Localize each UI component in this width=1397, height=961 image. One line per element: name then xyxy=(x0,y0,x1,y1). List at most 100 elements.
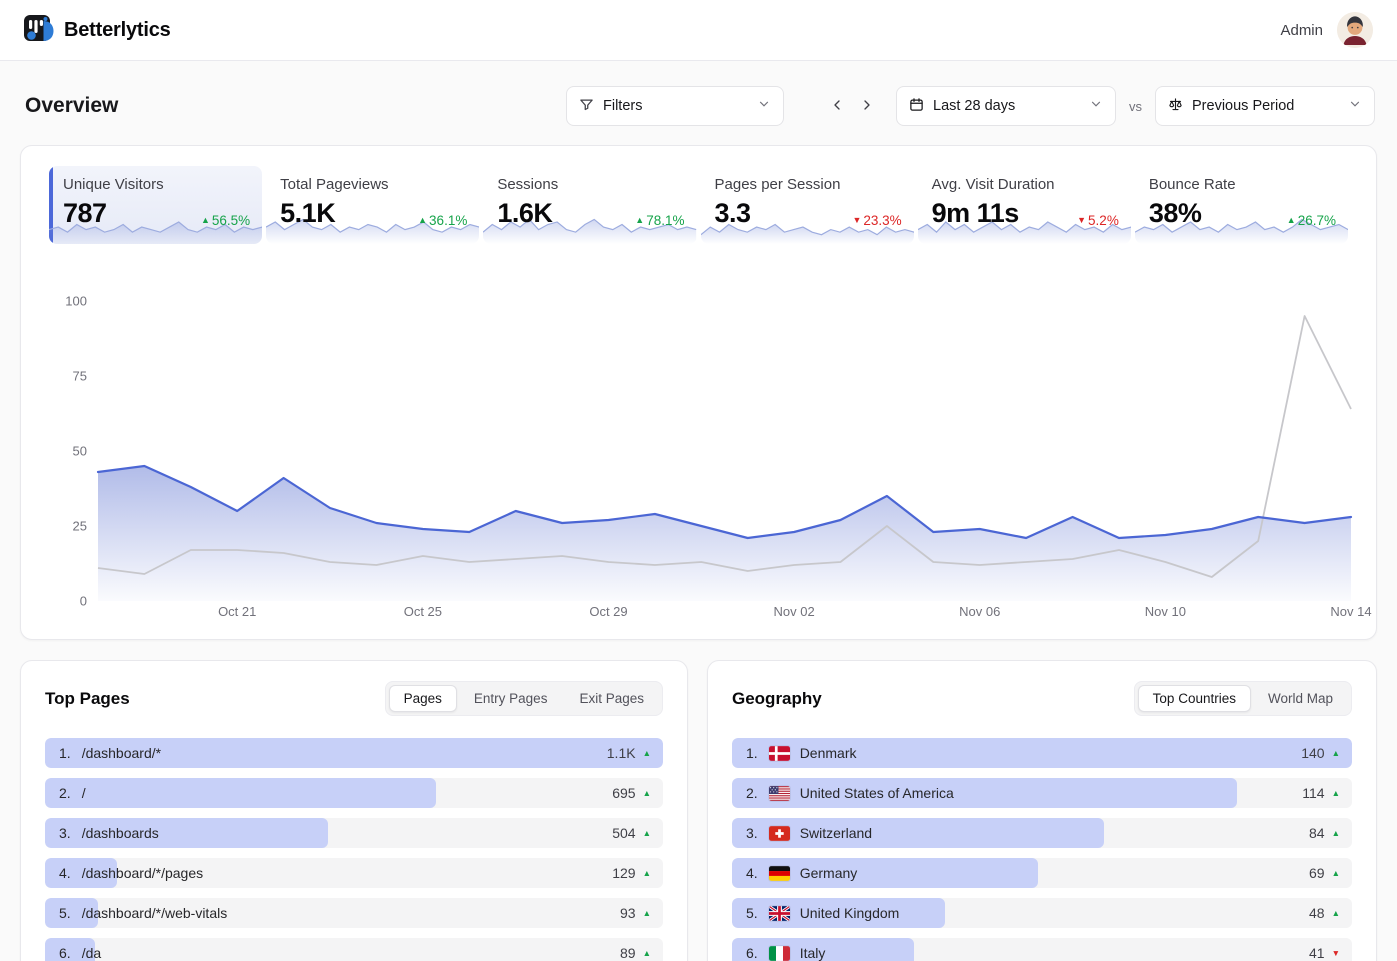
metric-label: Bounce Rate xyxy=(1148,176,1236,193)
page-row[interactable]: 4. /dashboard/*/pages 129 ▲ xyxy=(45,858,663,888)
metric-card-sessions[interactable]: Sessions 1.6K ▲ 78.1% xyxy=(483,166,697,244)
flag-de-icon xyxy=(768,865,790,881)
svg-text:Oct 29: Oct 29 xyxy=(589,604,627,619)
trend-up-icon: ▲ xyxy=(1331,907,1340,918)
geography-tab-world-map[interactable]: World Map xyxy=(1253,685,1348,712)
country-row[interactable]: 3. Switzerland 84 ▲ xyxy=(732,818,1352,848)
chevron-down-icon xyxy=(1348,97,1362,115)
row-label: /da xyxy=(81,945,102,961)
row-value: 93 xyxy=(620,905,636,921)
metric-label: Pages per Session xyxy=(714,176,841,193)
brand[interactable]: Betterlytics xyxy=(24,13,171,48)
row-rank: 4. xyxy=(59,865,71,881)
metric-card-total-pageviews[interactable]: Total Pageviews 5.1K ▲ 36.1% xyxy=(266,166,480,244)
top-pages-tab-entry-pages[interactable]: Entry Pages xyxy=(459,685,563,712)
row-rank: 4. xyxy=(746,865,758,881)
date-range-dropdown[interactable]: Last 28 days xyxy=(896,86,1116,126)
metric-label: Total Pageviews xyxy=(280,176,389,193)
next-range-button[interactable] xyxy=(853,92,881,120)
trend-up-icon: ▲ xyxy=(642,947,651,958)
row-label: /dashboard/*/web-vitals xyxy=(81,905,228,921)
country-row[interactable]: 1. Denmark 140 ▲ xyxy=(732,738,1352,768)
metric-change: ▲ 78.1% xyxy=(635,213,685,228)
row-rank: 2. xyxy=(59,785,71,801)
funnel-icon xyxy=(579,97,594,116)
svg-text:0: 0 xyxy=(80,594,87,609)
page-row[interactable]: 3. /dashboards 504 ▲ xyxy=(45,818,663,848)
brand-name: Betterlytics xyxy=(64,18,171,41)
svg-text:Oct 21: Oct 21 xyxy=(218,604,256,619)
row-value: 695 xyxy=(612,785,636,801)
svg-text:Oct 25: Oct 25 xyxy=(404,604,442,619)
country-row[interactable]: 6. Italy 41 ▼ xyxy=(732,938,1352,961)
filters-label: Filters xyxy=(603,98,643,114)
scale-icon xyxy=(1168,97,1183,116)
row-label: Italy xyxy=(799,945,826,961)
trend-up-icon: ▲ xyxy=(1331,867,1340,878)
user-avatar[interactable] xyxy=(1337,12,1373,48)
metric-card-pages-per-session[interactable]: Pages per Session 3.3 ▼ 23.3% xyxy=(700,166,914,244)
top-pages-tab-pages[interactable]: Pages xyxy=(388,685,457,712)
svg-text:25: 25 xyxy=(73,519,87,534)
trend-up-icon: ▲ xyxy=(1331,827,1340,838)
country-row[interactable]: 4. Germany 69 ▲ xyxy=(732,858,1352,888)
row-value: 129 xyxy=(612,865,636,881)
page-row[interactable]: 5. /dashboard/*/web-vitals 93 ▲ xyxy=(45,898,663,928)
row-label: /dashboard/* xyxy=(81,745,162,761)
row-value: 89 xyxy=(620,945,636,961)
compare-dropdown[interactable]: Previous Period xyxy=(1155,86,1375,126)
previous-range-button[interactable] xyxy=(823,92,851,120)
geography-card: Geography Top Countries World Map 1. Denm… xyxy=(707,660,1377,961)
trend-up-icon: ▲ xyxy=(642,907,651,918)
row-rank: 3. xyxy=(746,825,758,841)
chevron-down-icon xyxy=(757,97,771,115)
visitors-chart: 0 25 50 75 100 Oct 21 Oct 25 Oct 29 Nov 02 Nov 06… xyxy=(65,294,1371,620)
svg-text:100: 100 xyxy=(65,294,87,309)
country-row[interactable]: 2. United States of America 114 ▲ xyxy=(732,778,1352,808)
row-label: United States of America xyxy=(799,785,954,801)
trend-down-icon: ▼ xyxy=(1077,215,1087,225)
trend-up-icon: ▲ xyxy=(1286,215,1296,225)
compare-label: Previous Period xyxy=(1192,98,1295,114)
trend-up-icon: ▲ xyxy=(418,215,428,225)
row-rank: 5. xyxy=(59,905,71,921)
svg-text:Nov 02: Nov 02 xyxy=(774,604,815,619)
metric-change: ▲ 56.5% xyxy=(200,213,251,228)
page-row[interactable]: 1. /dashboard/* 1.1K ▲ xyxy=(45,738,663,768)
row-rank: 3. xyxy=(59,825,71,841)
trend-up-icon: ▲ xyxy=(642,867,651,878)
country-row[interactable]: 5. United Kingdom 48 ▲ xyxy=(732,898,1352,928)
metric-sparkline xyxy=(1134,208,1348,244)
page-row[interactable]: 2. / 695 ▲ xyxy=(45,778,663,808)
metric-card-unique-visitors[interactable]: Unique Visitors 787 ▲ 56.5% xyxy=(49,166,263,244)
metric-label: Avg. Visit Duration xyxy=(931,176,1055,193)
chevron-left-icon xyxy=(829,97,845,116)
filters-dropdown[interactable]: Filters xyxy=(566,86,784,126)
flag-ch-icon xyxy=(768,825,790,841)
metric-label: Unique Visitors xyxy=(63,176,164,193)
row-value: 1.1K xyxy=(606,745,636,761)
metric-value: 1.6K xyxy=(497,198,553,228)
geography-tabs: Top Countries World Map xyxy=(1133,681,1352,716)
svg-text:Nov 14: Nov 14 xyxy=(1330,604,1371,619)
chevron-down-icon xyxy=(1089,97,1103,115)
row-value: 114 xyxy=(1302,785,1325,801)
metric-value: 3.3 xyxy=(714,198,752,228)
metric-change: ▼ 23.3% xyxy=(852,213,902,228)
flag-it-icon xyxy=(768,945,790,961)
top-pages-tab-exit-pages[interactable]: Exit Pages xyxy=(564,685,659,712)
row-value: 48 xyxy=(1309,905,1325,921)
overview-card: Unique Visitors 787 ▲ 56.5% Total Pagevie… xyxy=(20,145,1377,640)
top-pages-tabs: Pages Entry Pages Exit Pages xyxy=(384,681,663,716)
row-value: 84 xyxy=(1309,825,1325,841)
row-value: 41 xyxy=(1309,945,1325,961)
row-label: Denmark xyxy=(799,745,857,761)
metric-card-avg-visit-duration[interactable]: Avg. Visit Duration 9m 11s ▼ 5.2% xyxy=(917,166,1131,244)
trend-up-icon: ▲ xyxy=(635,215,645,225)
page-row[interactable]: 6. /da 89 ▲ xyxy=(45,938,663,961)
trend-down-icon: ▼ xyxy=(1331,947,1340,958)
metric-sparkline xyxy=(917,208,1131,244)
svg-text:50: 50 xyxy=(73,444,87,459)
geography-tab-top-countries[interactable]: Top Countries xyxy=(1137,685,1251,712)
metric-card-bounce-rate[interactable]: Bounce Rate 38% ▲ 26.7% xyxy=(1134,166,1348,244)
